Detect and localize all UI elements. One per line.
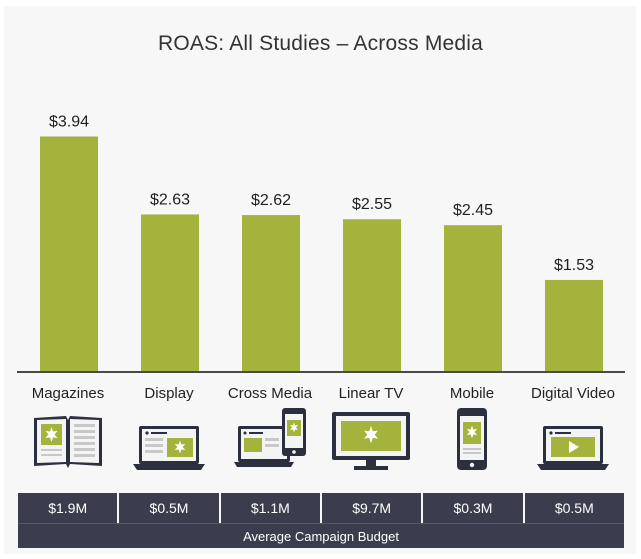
- budget-linear-tv: $9.7M: [321, 493, 424, 523]
- category-label-mobile: Mobile: [449, 385, 495, 402]
- budget-display: $0.5M: [119, 493, 221, 523]
- laptop-icon: [133, 426, 205, 470]
- bar-chart: $3.94 $2.63 $2.62 $2.55 $2.45 $1.53: [40, 113, 603, 371]
- mobile-phone-icon: [457, 408, 487, 470]
- bar-magazines: [40, 136, 98, 371]
- budget-cross-media: $1.1M: [220, 493, 322, 523]
- category-label-linear-tv: Linear TV: [338, 385, 404, 402]
- chart-background: [4, 6, 636, 554]
- value-label-display: $2.63: [150, 191, 190, 208]
- budget-footer-label: Average Campaign Budget: [18, 523, 624, 548]
- budget-magazines: $1.9M: [18, 493, 120, 523]
- value-label-digital-video: $1.53: [554, 257, 594, 274]
- category-label-display: Display: [144, 385, 194, 402]
- value-label-cross-media: $2.62: [251, 192, 291, 209]
- budget-digital-video: $0.5M: [524, 493, 624, 523]
- bar-cross-media: [242, 215, 300, 371]
- bar-mobile: [444, 225, 502, 371]
- x-axis-baseline: [17, 371, 625, 373]
- laptop-video-icon: [537, 426, 609, 470]
- value-label-mobile: $2.45: [453, 202, 493, 219]
- cross-media-devices-icon: [234, 408, 306, 467]
- bar-digital-video: [545, 279, 603, 371]
- bar-linear-tv: [343, 219, 401, 371]
- budget-mobile: $0.3M: [423, 493, 525, 523]
- chart-title: ROAS: All Studies – Across Media: [157, 32, 484, 55]
- value-label-linear-tv: $2.55: [352, 196, 392, 213]
- category-label-cross-media: Cross Media: [227, 385, 313, 402]
- category-label-digital-video: Digital Video: [531, 385, 615, 402]
- bar-display: [141, 214, 199, 371]
- magazine-icon: [34, 416, 102, 468]
- budget-row: $1.9M $0.5M $1.1M $9.7M $0.3M $0.5M: [18, 493, 624, 523]
- value-label-magazines: $3.94: [49, 113, 89, 130]
- tv-icon: [332, 412, 410, 470]
- category-label-magazines: Magazines: [31, 385, 105, 402]
